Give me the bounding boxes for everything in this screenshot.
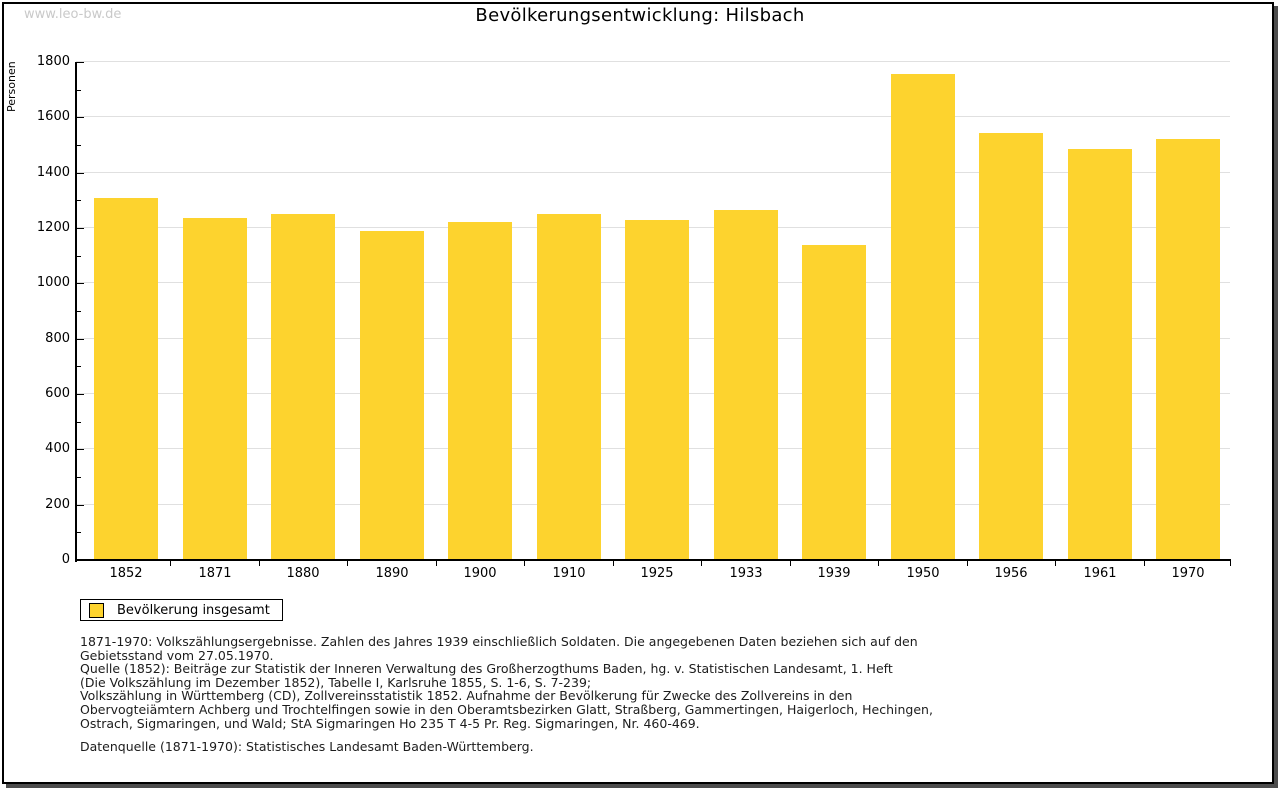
x-tick-label-1910: 1910 (552, 566, 586, 581)
x-tick-label-1880: 1880 (286, 566, 320, 581)
y-tick-label: 600 (45, 386, 70, 401)
x-axis-end-tick (1230, 560, 1231, 566)
x-tick-label-1956: 1956 (994, 566, 1028, 581)
x-tick-label-1925: 1925 (640, 566, 674, 581)
legend-swatch-icon (89, 602, 104, 618)
x-tick (347, 560, 348, 566)
x-tick-label-1890: 1890 (375, 566, 409, 581)
x-tick-label-1871: 1871 (198, 566, 232, 581)
x-tick (878, 560, 879, 566)
y-major-tick (77, 62, 84, 63)
y-tick-label: 0 (61, 552, 70, 567)
datasource-line: Datenquelle (1871-1970): Statistisches L… (80, 739, 534, 755)
y-tick-label: 1000 (36, 275, 70, 290)
y-major-tick (77, 505, 84, 506)
bar-1925 (625, 220, 689, 560)
bar-1933 (714, 210, 778, 560)
bar-1956 (979, 133, 1043, 560)
x-tick (790, 560, 791, 566)
x-axis-line (75, 559, 1231, 561)
y-minor-tick (77, 200, 81, 201)
x-tick (170, 560, 171, 566)
y-tick-label: 400 (45, 441, 70, 456)
legend: Bevölkerung insgesamt (80, 599, 283, 621)
y-tick-label: 1200 (36, 220, 70, 235)
y-major-tick (77, 173, 84, 174)
y-tick-label: 1400 (36, 165, 70, 180)
bar-1900 (448, 222, 512, 560)
x-tick (1055, 560, 1056, 566)
y-minor-tick (77, 90, 81, 91)
y-tick-label: 1600 (36, 109, 70, 124)
x-tick-label-1939: 1939 (817, 566, 851, 581)
y-minor-tick (77, 145, 81, 146)
bar-1910 (537, 214, 601, 560)
x-tick (259, 560, 260, 566)
x-tick-label-1970: 1970 (1171, 566, 1205, 581)
bar-1961 (1068, 149, 1132, 560)
x-tick (1144, 560, 1145, 566)
gridline (76, 116, 1230, 117)
footnote-line: Quelle (1852): Beiträge zur Statistik de… (80, 661, 893, 677)
x-tick-label-1950: 1950 (906, 566, 940, 581)
footnote-line: Gebietsstand vom 27.05.1970. (80, 647, 274, 663)
legend-label: Bevölkerung insgesamt (117, 602, 270, 618)
footnote-line: Ostrach, Sigmaringen, und Wald; StA Sigm… (80, 715, 700, 731)
footnotes: 1871-1970: Volkszählungsergebnisse. Zahl… (80, 635, 1180, 754)
y-tick-label: 1800 (36, 54, 70, 69)
x-tick-label-1852: 1852 (109, 566, 143, 581)
y-minor-tick (77, 477, 81, 478)
y-major-tick (77, 283, 84, 284)
x-tick (436, 560, 437, 566)
bar-1880 (271, 214, 335, 560)
footnote-line: Volkszählung in Württemberg (CD), Zollve… (80, 688, 853, 704)
y-tick-label: 200 (45, 497, 70, 512)
bar-1939 (802, 245, 866, 560)
x-tick-label-1900: 1900 (463, 566, 497, 581)
watermark: www.leo-bw.de (24, 7, 122, 22)
footnote-line: Obervogteiämtern Achberg und Trochtelfin… (80, 701, 933, 717)
x-tick (524, 560, 525, 566)
x-tick-label-1933: 1933 (729, 566, 763, 581)
y-major-tick (77, 339, 84, 340)
y-major-tick (77, 117, 84, 118)
y-major-tick (77, 394, 84, 395)
y-minor-tick (77, 256, 81, 257)
bar-1890 (360, 231, 424, 560)
gridline (76, 172, 1230, 173)
bar-1950 (891, 74, 955, 560)
x-tick (701, 560, 702, 566)
bar-1852 (94, 198, 158, 560)
y-major-tick (77, 449, 84, 450)
y-minor-tick (77, 311, 81, 312)
y-minor-tick (77, 366, 81, 367)
chart-title: Bevölkerungsentwicklung: Hilsbach (475, 5, 805, 26)
y-major-tick (77, 560, 84, 561)
y-major-tick (77, 228, 84, 229)
x-tick-label-1961: 1961 (1083, 566, 1117, 581)
bar-1970 (1156, 139, 1220, 560)
x-tick (613, 560, 614, 566)
bar-1871 (183, 218, 247, 560)
y-minor-tick (77, 532, 81, 533)
gridline (76, 61, 1230, 62)
y-minor-tick (77, 422, 81, 423)
y-axis-line (75, 62, 77, 562)
footnote-line: (Die Volkszählung im Dezember 1852), Tab… (80, 674, 592, 690)
x-tick (967, 560, 968, 566)
plot-area (75, 61, 1230, 560)
y-tick-label: 800 (45, 331, 70, 346)
footnote-line: 1871-1970: Volkszählungsergebnisse. Zahl… (80, 634, 918, 649)
